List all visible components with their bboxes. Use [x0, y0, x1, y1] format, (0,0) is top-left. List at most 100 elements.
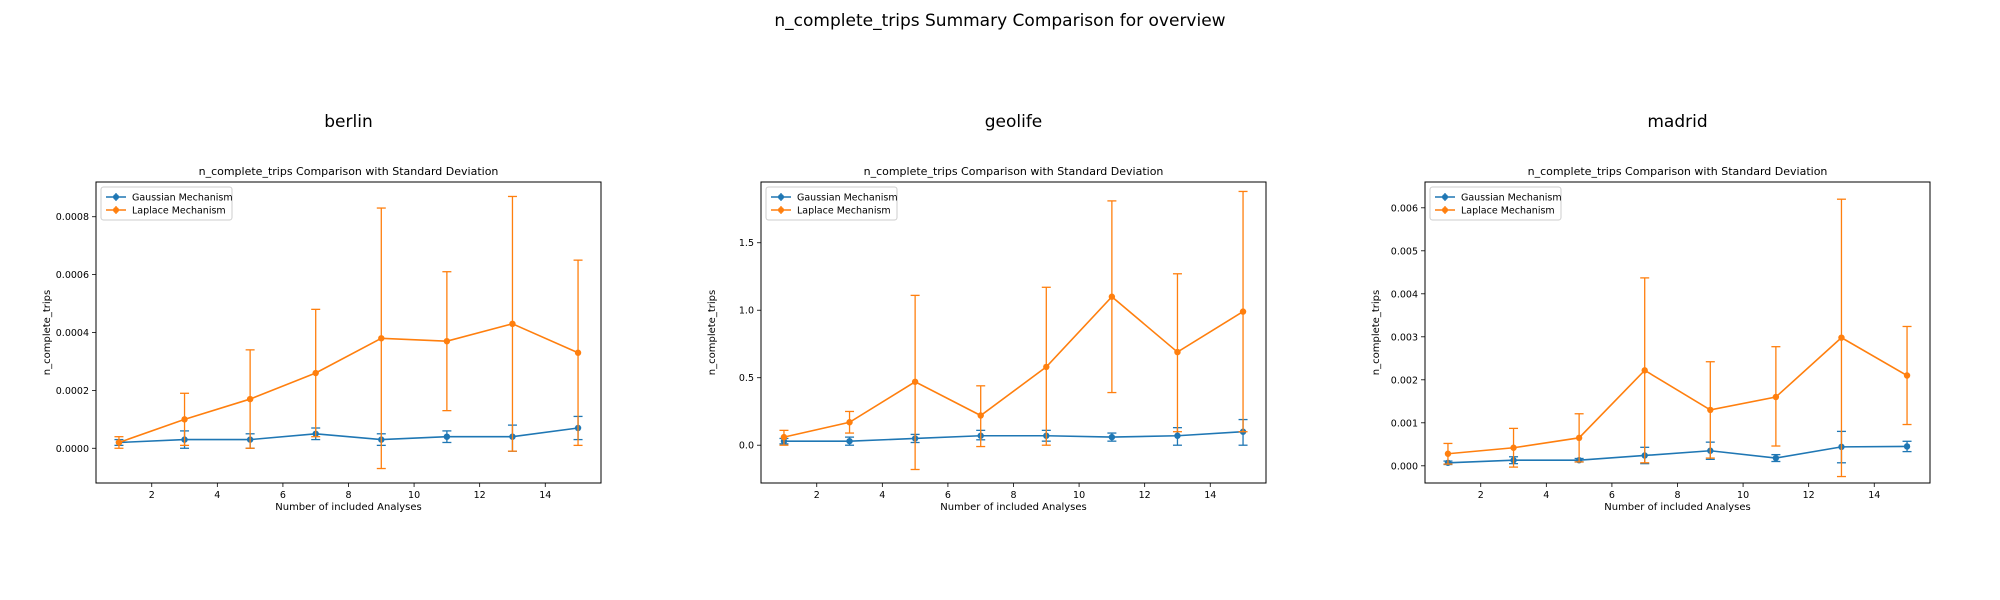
- y-tick-label: 0.004: [1391, 289, 1418, 300]
- legend-box: [1429, 186, 1562, 221]
- data-point: [443, 433, 451, 440]
- x-tick-label: 4: [1543, 490, 1549, 501]
- data-point: [181, 416, 188, 423]
- x-tick-label: 10: [1073, 490, 1085, 501]
- x-tick-label: 2: [149, 490, 155, 501]
- data-point: [1641, 367, 1648, 374]
- legend-label: Laplace Mechanism: [132, 206, 226, 217]
- series-line: [783, 295, 1244, 438]
- legend-marker: [778, 207, 784, 213]
- legend-item-laplace-mechanism: Laplace Mechanism: [1435, 206, 1555, 217]
- data-point: [1444, 450, 1452, 457]
- legend-marker: [113, 207, 119, 213]
- legend-item-gaussian-mechanism: Gaussian Mechanism: [106, 193, 233, 204]
- x-tick-label: 12: [1803, 490, 1815, 501]
- series-laplace-mechanism: [1443, 198, 1912, 478]
- chart-panel-berlin: berlin n_complete_trips Comparison with S…: [42, 112, 602, 513]
- legend-box: [100, 186, 233, 221]
- data-point: [1772, 393, 1780, 401]
- axes-frame: [1424, 181, 1931, 484]
- data-point: [312, 369, 319, 377]
- x-axis-label: Number of included Analyses: [940, 502, 1087, 513]
- data-point: [1707, 406, 1714, 414]
- series-line: [1447, 336, 1908, 455]
- y-tick-label: 0.0: [739, 441, 754, 452]
- x-tick-label: 2: [1478, 490, 1484, 501]
- y-axis-label: n_complete_trips: [42, 290, 53, 375]
- legend-label: Gaussian Mechanism: [797, 193, 898, 204]
- data-point: [1239, 308, 1247, 315]
- legend: Gaussian Mechanism Laplace Mechanism: [100, 186, 233, 221]
- legend-label: Laplace Mechanism: [797, 206, 891, 217]
- x-tick-label: 12: [1139, 490, 1151, 501]
- series-laplace-mechanism: [779, 190, 1248, 471]
- x-tick-label: 14: [1204, 490, 1216, 501]
- legend-item-gaussian-mechanism: Gaussian Mechanism: [1435, 193, 1562, 204]
- x-axis-label: Number of included Analyses: [1604, 502, 1751, 513]
- axes-title: n_complete_trips Comparison with Standar…: [1528, 165, 1828, 178]
- y-tick-label: 0.001: [1391, 418, 1418, 429]
- legend-marker: [778, 194, 784, 200]
- x-tick-label: 6: [1609, 490, 1615, 501]
- y-tick-label: 1.0: [739, 306, 754, 317]
- data-point: [1772, 454, 1780, 462]
- data-point: [1575, 434, 1583, 442]
- data-point: [1510, 444, 1517, 451]
- x-tick-label: 10: [1737, 490, 1749, 501]
- series-line: [783, 430, 1244, 442]
- legend-label: Gaussian Mechanism: [132, 193, 233, 204]
- y-tick-label: 1.5: [739, 238, 754, 249]
- legend-marker: [1442, 194, 1448, 200]
- x-tick-label: 14: [1868, 490, 1880, 501]
- series-line: [118, 322, 579, 444]
- y-tick-label: 0.000: [1391, 461, 1418, 472]
- x-tick-label: 8: [1674, 490, 1680, 501]
- y-tick-label: 0.003: [1391, 332, 1418, 343]
- series-laplace-mechanism: [114, 195, 583, 470]
- data-point: [378, 335, 385, 342]
- data-point: [1903, 443, 1911, 450]
- y-tick-label: 0.0006: [56, 270, 89, 281]
- legend-item-gaussian-mechanism: Gaussian Mechanism: [771, 193, 898, 204]
- x-tick-label: 6: [945, 490, 951, 501]
- y-tick-label: 0.0000: [56, 444, 89, 455]
- y-tick-label: 0.002: [1391, 375, 1418, 386]
- legend-item-laplace-mechanism: Laplace Mechanism: [771, 206, 891, 217]
- x-tick-label: 8: [345, 490, 351, 501]
- axes-title: n_complete_trips Comparison with Standar…: [199, 165, 499, 178]
- figure-suptitle: n_complete_trips Summary Comparison for …: [774, 11, 1225, 31]
- data-point: [911, 378, 919, 385]
- y-tick-label: 0.0008: [56, 212, 89, 223]
- data-point: [846, 419, 853, 426]
- x-tick-label: 10: [408, 490, 420, 501]
- axes-frame: [760, 181, 1267, 484]
- data-point: [1174, 348, 1181, 356]
- legend-box: [765, 186, 898, 221]
- data-point: [977, 412, 984, 419]
- y-axis-label: n_complete_trips: [707, 290, 718, 375]
- x-axis-label: Number of included Analyses: [275, 502, 422, 513]
- chart-panel-geolife: geolife n_complete_trips Comparison with …: [707, 112, 1267, 513]
- data-point: [1838, 334, 1845, 341]
- data-point: [846, 437, 853, 445]
- series-line: [118, 427, 579, 444]
- chart-panel-madrid: madrid n_complete_trips Comparison with S…: [1371, 112, 1931, 513]
- panel-title: berlin: [324, 112, 372, 132]
- x-tick-label: 2: [814, 490, 820, 501]
- y-axis-label: n_complete_trips: [1371, 290, 1382, 375]
- data-point: [246, 395, 254, 403]
- x-tick-label: 4: [214, 490, 220, 501]
- data-point: [574, 349, 582, 356]
- y-tick-label: 0.006: [1391, 203, 1418, 214]
- x-tick-label: 4: [879, 490, 885, 501]
- data-point: [115, 439, 123, 446]
- x-tick-label: 6: [280, 490, 286, 501]
- y-tick-label: 0.5: [739, 373, 754, 384]
- data-point: [1043, 363, 1050, 371]
- legend: Gaussian Mechanism Laplace Mechanism: [1429, 186, 1562, 221]
- x-tick-label: 12: [474, 490, 486, 501]
- x-tick-label: 14: [539, 490, 551, 501]
- data-point: [443, 337, 451, 345]
- axes-frame: [95, 181, 602, 484]
